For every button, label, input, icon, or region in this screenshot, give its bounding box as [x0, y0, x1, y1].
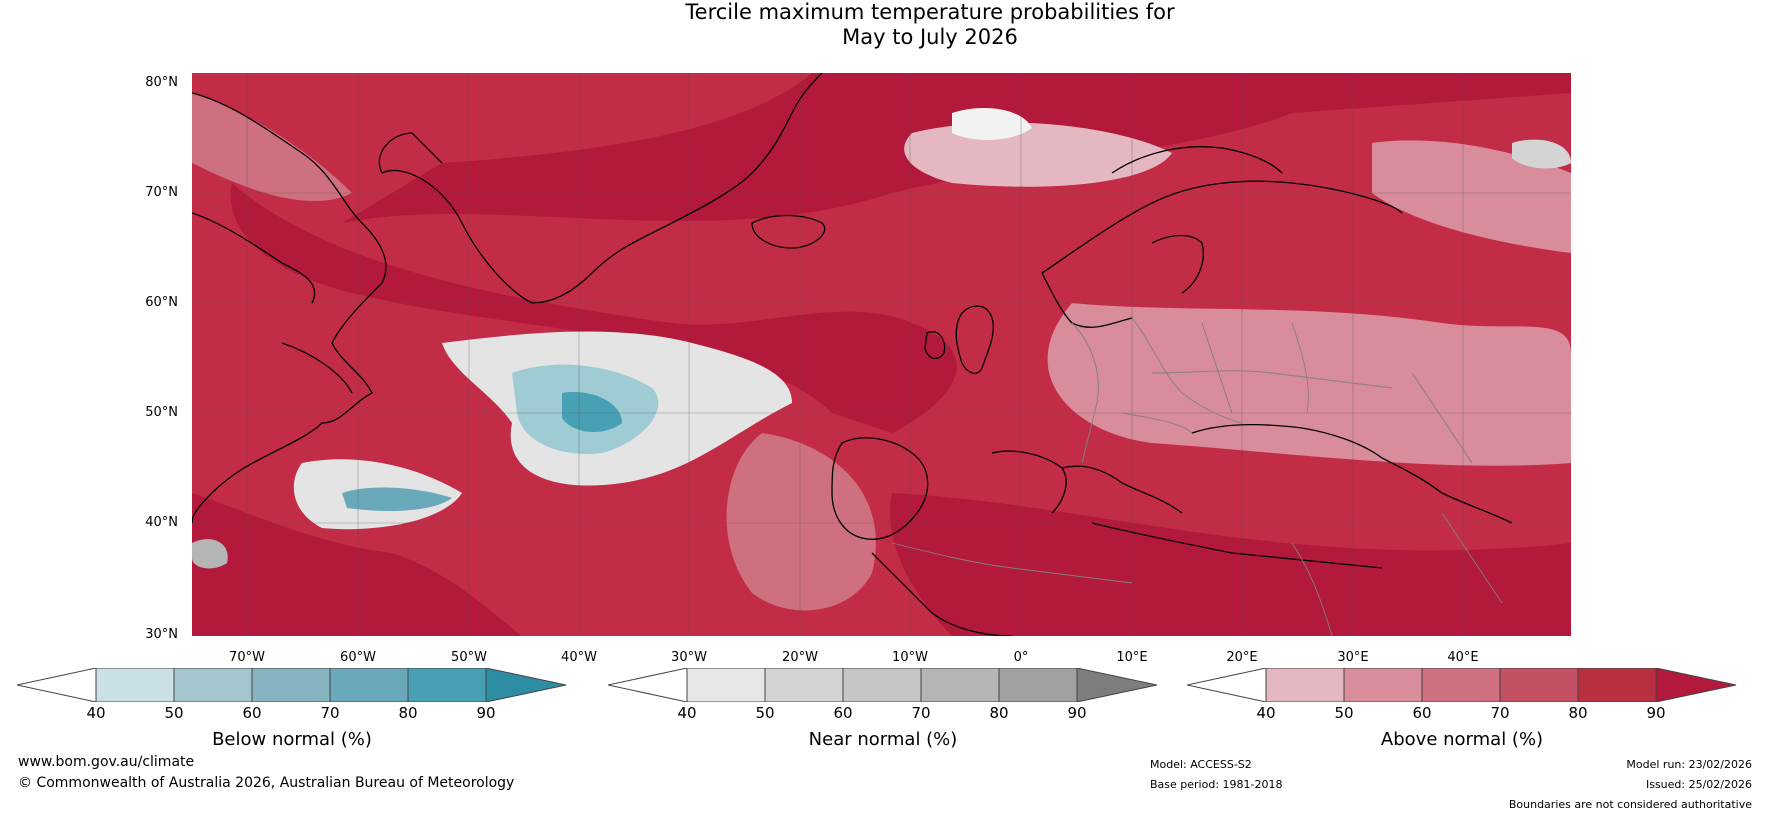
colorbar-tick: 40 — [86, 704, 105, 722]
colorbar-above-normal: 40 50 60 70 80 90 Above normal (%) — [1187, 668, 1737, 702]
colorbar-swatch — [252, 668, 330, 702]
colorbar-tick: 70 — [911, 704, 930, 722]
lat-label-80n: 80°N — [145, 75, 178, 90]
colorbar-tick: 60 — [833, 704, 852, 722]
colorbar-swatch — [17, 668, 96, 702]
colorbar-label: Near normal (%) — [809, 729, 958, 750]
colorbar-swatch — [1578, 668, 1656, 702]
colorbar-swatch — [330, 668, 408, 702]
colorbar-above-normal-swatches — [1187, 668, 1737, 702]
disclaimer-text: Boundaries are not considered authoritat… — [1509, 798, 1752, 811]
lon-label-10e: 10°E — [1116, 650, 1147, 665]
colorbar-swatch — [1656, 668, 1736, 702]
colorbar-tick: 90 — [1067, 704, 1086, 722]
lat-label-50n: 50°N — [145, 405, 178, 420]
colorbar-tick: 80 — [989, 704, 1008, 722]
colorbar-tick: 90 — [1646, 704, 1665, 722]
map-title-line-1: Tercile maximum temperature probabilitie… — [0, 0, 1770, 25]
lon-label-40w: 40°W — [561, 650, 597, 665]
colorbar-tick: 70 — [1490, 704, 1509, 722]
colorbar-swatch — [687, 668, 765, 702]
colorbar-swatch — [1500, 668, 1578, 702]
colorbar-tick: 70 — [320, 704, 339, 722]
lon-label-60w: 60°W — [340, 650, 376, 665]
colorbar-tick: 50 — [755, 704, 774, 722]
colorbar-tick: 40 — [677, 704, 696, 722]
colorbar-swatch — [765, 668, 843, 702]
map-title: Tercile maximum temperature probabilitie… — [0, 0, 1770, 50]
website-link[interactable]: www.bom.gov.au/climate — [18, 754, 194, 770]
colorbar-swatch — [408, 668, 486, 702]
model-text: Model: ACCESS-S2 — [1150, 758, 1252, 771]
lat-label-30n: 30°N — [145, 627, 178, 642]
colorbar-tick: 80 — [398, 704, 417, 722]
lon-label-30w: 30°W — [671, 650, 707, 665]
colorbar-tick: 80 — [1568, 704, 1587, 722]
colorbar-swatch — [1344, 668, 1422, 702]
lat-label-60n: 60°N — [145, 295, 178, 310]
lon-label-20w: 20°W — [782, 650, 818, 665]
base-period-text: Base period: 1981-2018 — [1150, 778, 1282, 791]
colorbar-swatch — [1077, 668, 1157, 702]
colorbar-tick: 90 — [476, 704, 495, 722]
lon-label-20e: 20°E — [1226, 650, 1257, 665]
copyright-text: © Commonwealth of Australia 2026, Austra… — [18, 775, 514, 791]
probability-map — [192, 73, 1571, 636]
lon-label-0: 0° — [1014, 650, 1029, 665]
colorbar-below-normal-swatches — [17, 668, 567, 702]
colorbar-tick: 60 — [242, 704, 261, 722]
colorbar-swatch — [843, 668, 921, 702]
colorbar-swatch — [1266, 668, 1344, 702]
colorbar-tick: 40 — [1256, 704, 1275, 722]
model-run-text: Model run: 23/02/2026 — [1626, 758, 1752, 771]
colorbar-label: Below normal (%) — [212, 729, 372, 750]
colorbar-swatch — [486, 668, 566, 702]
colorbar-swatch — [1187, 668, 1266, 702]
colorbar-below-normal: 40 50 60 70 80 90 Below normal (%) — [17, 668, 567, 702]
lon-label-10w: 10°W — [892, 650, 928, 665]
colorbar-swatch — [921, 668, 999, 702]
colorbar-near-normal: 40 50 60 70 80 90 Near normal (%) — [608, 668, 1158, 702]
colorbar-swatch — [96, 668, 174, 702]
lon-label-40e: 40°E — [1447, 650, 1478, 665]
map-title-line-2: May to July 2026 — [0, 25, 1770, 50]
colorbar-label: Above normal (%) — [1381, 729, 1543, 750]
colorbar-swatch — [608, 668, 687, 702]
lat-label-70n: 70°N — [145, 185, 178, 200]
lon-label-70w: 70°W — [229, 650, 265, 665]
colorbar-swatch — [1422, 668, 1500, 702]
issued-text: Issued: 25/02/2026 — [1646, 778, 1752, 791]
lat-label-40n: 40°N — [145, 515, 178, 530]
colorbar-tick: 50 — [1334, 704, 1353, 722]
colorbar-swatch — [174, 668, 252, 702]
map-canvas — [192, 73, 1571, 636]
colorbar-swatch — [999, 668, 1077, 702]
colorbar-near-normal-swatches — [608, 668, 1158, 702]
lon-label-30e: 30°E — [1337, 650, 1368, 665]
colorbar-tick: 50 — [164, 704, 183, 722]
colorbar-tick: 60 — [1412, 704, 1431, 722]
lon-label-50w: 50°W — [451, 650, 487, 665]
